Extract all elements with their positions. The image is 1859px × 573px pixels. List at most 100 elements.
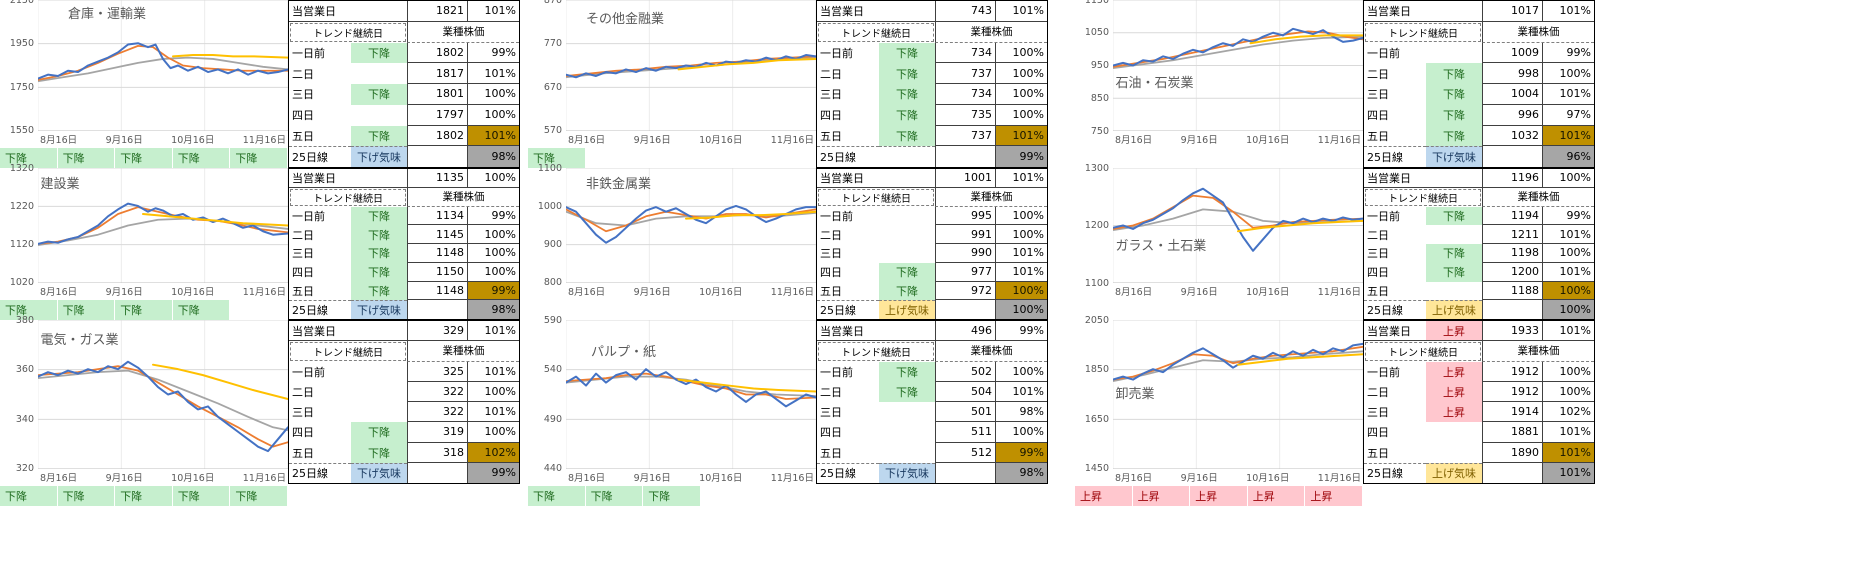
current-trend-cell[interactable] <box>879 169 935 188</box>
pct-cell[interactable]: 100% <box>995 206 1047 226</box>
pct-cell[interactable]: 100% <box>467 244 519 263</box>
current-pct-cell[interactable]: 101% <box>467 1 519 22</box>
trend-strip-cell[interactable] <box>758 148 816 168</box>
trend-strip-cell[interactable] <box>528 300 586 320</box>
price-cell[interactable]: 1148 <box>407 281 467 301</box>
trend-strip-cell[interactable] <box>1190 148 1248 168</box>
pct-cell[interactable]: 101% <box>995 125 1047 147</box>
price-cell[interactable]: 737 <box>935 63 995 84</box>
trend-strip-cell[interactable] <box>701 300 759 320</box>
trend-cell[interactable] <box>879 225 935 244</box>
trend-strip-cell[interactable]: 上昇 <box>1247 486 1306 506</box>
day-label[interactable]: 五日 <box>292 284 314 298</box>
price-cell[interactable]: 511 <box>935 422 995 443</box>
price-cell[interactable]: 322 <box>407 402 467 423</box>
day-label[interactable]: 四日 <box>1367 426 1389 440</box>
day-label[interactable]: 五日 <box>820 129 842 143</box>
trend-strip-cell[interactable]: 下降 <box>0 148 58 168</box>
ma-status-cell[interactable]: 上げ気味 <box>1426 300 1482 319</box>
pct-cell[interactable]: 100% <box>995 104 1047 126</box>
day-label[interactable]: 四日 <box>820 266 842 280</box>
day-label[interactable]: 四日 <box>292 266 314 280</box>
day-label[interactable]: 五日 <box>292 129 314 143</box>
trend-strip-cell[interactable] <box>1248 148 1306 168</box>
trend-strip-cell[interactable]: 下降 <box>230 148 288 168</box>
price-cell[interactable]: 990 <box>935 244 995 263</box>
price-cell[interactable]: 1802 <box>407 125 467 147</box>
trend-cell[interactable] <box>1426 225 1482 244</box>
trend-cell[interactable]: 下降 <box>351 225 407 244</box>
trend-cell[interactable]: 下降 <box>879 381 935 402</box>
current-pct-cell[interactable]: 101% <box>1542 1 1594 22</box>
day-label[interactable]: 四日 <box>820 109 842 123</box>
ma-pct-cell[interactable]: 100% <box>995 300 1047 319</box>
current-day-label[interactable]: 当営業日 <box>1364 169 1426 188</box>
ma-status-cell[interactable]: 下げ気味 <box>1426 146 1482 167</box>
trend-cell[interactable] <box>1426 43 1482 64</box>
ma-pct-cell[interactable]: 96% <box>1542 146 1594 167</box>
sector-chart[interactable]: 建設業 <box>38 168 288 283</box>
price-cell[interactable]: 1914 <box>1482 402 1542 423</box>
price-cell[interactable]: 1881 <box>1482 422 1542 443</box>
pct-cell[interactable]: 101% <box>1542 262 1594 282</box>
trend-strip-cell[interactable]: 上昇 <box>1132 486 1191 506</box>
day-label[interactable]: 二日 <box>820 228 842 242</box>
price-cell[interactable]: 995 <box>935 206 995 226</box>
day-label[interactable]: 三日 <box>1367 88 1389 102</box>
current-price-cell[interactable]: 329 <box>407 321 467 342</box>
ma-pct-cell[interactable]: 98% <box>467 146 519 167</box>
trend-strip-cell[interactable]: 下降 <box>115 300 173 320</box>
day-label[interactable]: 三日 <box>1367 406 1389 420</box>
price-cell[interactable]: 1817 <box>407 63 467 84</box>
trend-cell[interactable]: 下降 <box>879 63 935 84</box>
trend-cell[interactable] <box>351 63 407 84</box>
pct-cell[interactable]: 100% <box>467 84 519 105</box>
trend-days-header[interactable]: トレンド継続日 <box>290 342 406 361</box>
trend-cell[interactable]: 下降 <box>351 281 407 301</box>
price-cell[interactable]: 1198 <box>1482 244 1542 263</box>
day-label[interactable]: 二日 <box>1367 385 1389 399</box>
trend-cell[interactable]: 下降 <box>351 442 407 463</box>
trend-cell[interactable]: 下降 <box>1426 125 1482 147</box>
ma-status-cell[interactable]: 下げ気味 <box>879 462 935 483</box>
trend-strip-cell[interactable] <box>1305 300 1363 320</box>
trend-strip-cell[interactable]: 下降 <box>57 486 116 506</box>
trend-strip-cell[interactable]: 下降 <box>230 486 288 506</box>
price-cell[interactable]: 998 <box>1482 63 1542 84</box>
trend-days-header[interactable]: トレンド継続日 <box>818 342 934 361</box>
trend-cell[interactable]: 下降 <box>1426 63 1482 84</box>
price-cell[interactable]: 319 <box>407 422 467 443</box>
ma-empty-cell[interactable] <box>407 146 467 167</box>
pct-cell[interactable]: 101% <box>467 402 519 423</box>
pct-cell[interactable]: 100% <box>467 422 519 443</box>
price-cell[interactable]: 1912 <box>1482 381 1542 402</box>
ma-pct-cell[interactable]: 99% <box>995 146 1047 167</box>
trend-strip-cell[interactable] <box>643 148 701 168</box>
ma-25-label[interactable]: 25日線 <box>289 462 351 483</box>
trend-days-header[interactable]: トレンド継続日 <box>1365 22 1481 42</box>
ma-25-label[interactable]: 25日線 <box>817 462 879 483</box>
day-label[interactable]: 二日 <box>1367 228 1389 242</box>
current-price-cell[interactable]: 1933 <box>1482 321 1542 342</box>
pct-cell[interactable]: 101% <box>995 381 1047 402</box>
trend-strip-cell[interactable]: 下降 <box>0 300 58 320</box>
trend-cell[interactable]: 下降 <box>879 262 935 282</box>
trend-strip-cell[interactable]: 下降 <box>528 486 586 506</box>
trend-strip-cell[interactable]: 上昇 <box>1305 486 1363 506</box>
pct-cell[interactable]: 101% <box>1542 442 1594 463</box>
pct-cell[interactable]: 101% <box>1542 84 1594 105</box>
pct-cell[interactable]: 101% <box>1542 422 1594 443</box>
day-label[interactable]: 四日 <box>292 426 314 440</box>
pct-cell[interactable]: 101% <box>467 63 519 84</box>
trend-cell[interactable]: 下降 <box>879 84 935 105</box>
pct-cell[interactable]: 101% <box>1542 125 1594 147</box>
sector-chart[interactable]: その他金融業 <box>566 0 816 131</box>
pct-cell[interactable]: 99% <box>1542 206 1594 226</box>
trend-days-header[interactable]: トレンド継続日 <box>1365 342 1481 361</box>
current-price-cell[interactable]: 1017 <box>1482 1 1542 22</box>
pct-cell[interactable]: 100% <box>995 42 1047 64</box>
price-cell[interactable]: 1801 <box>407 84 467 105</box>
trend-cell[interactable]: 下降 <box>1426 244 1482 263</box>
price-cell[interactable]: 1032 <box>1482 125 1542 147</box>
pct-cell[interactable]: 102% <box>1542 402 1594 423</box>
